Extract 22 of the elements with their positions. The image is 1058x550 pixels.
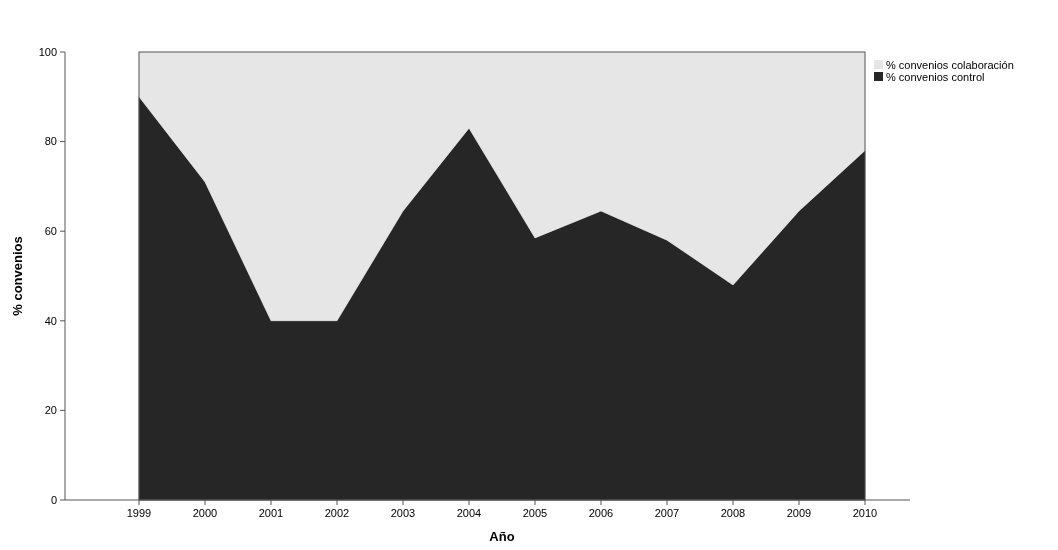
x-tick-label: 2008 — [720, 507, 746, 519]
y-tick-label: 100 — [38, 45, 57, 58]
legend-label: % convenios control — [886, 70, 985, 83]
x-tick-label: 2004 — [456, 507, 482, 519]
y-axis-title: % convenios — [10, 236, 25, 316]
x-tick-label: 2001 — [258, 507, 284, 519]
x-tick-label: 2010 — [852, 507, 878, 519]
x-tick-label: 2000 — [192, 507, 218, 519]
x-tick-label: 2005 — [522, 507, 548, 519]
x-tick-label: 1999 — [126, 507, 152, 519]
x-tick-label: 2006 — [588, 507, 614, 519]
x-tick-label: 2009 — [786, 507, 812, 519]
y-tick-label: 0 — [50, 493, 57, 506]
y-tick-label: 20 — [44, 404, 57, 417]
legend-label: % convenios colaboración — [886, 58, 1014, 71]
y-tick-label: 60 — [44, 225, 57, 238]
x-tick-label: 2003 — [390, 507, 416, 519]
x-tick-label: 2002 — [324, 507, 350, 519]
y-tick-label: 40 — [44, 314, 57, 327]
y-tick-label: 80 — [44, 135, 57, 148]
x-tick-label: 2007 — [654, 507, 680, 519]
x-axis-title: Año — [489, 529, 515, 544]
